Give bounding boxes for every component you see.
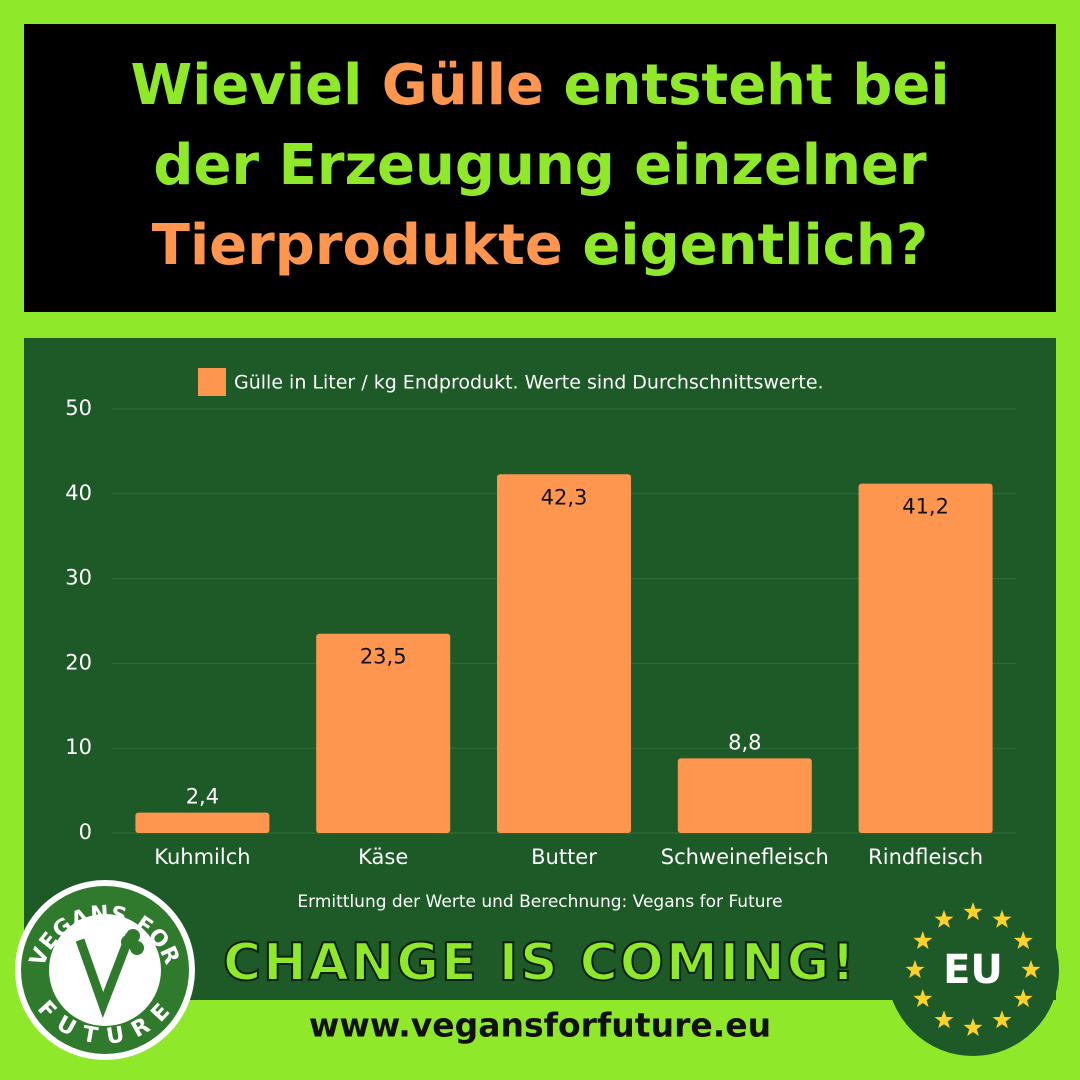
eu-star — [963, 1018, 983, 1037]
title-part: Gülle — [381, 53, 544, 118]
eu-star — [934, 1010, 954, 1029]
value-label: 23,5 — [360, 645, 407, 669]
y-tick-label: 50 — [65, 396, 92, 420]
title-line: Wieviel Gülle entsteht bei — [24, 46, 1056, 126]
eu-star — [963, 902, 983, 921]
logo: VEGANS FOR FUTURE — [15, 880, 195, 1060]
value-label: 41,2 — [902, 495, 949, 519]
value-label: 8,8 — [728, 730, 761, 754]
legend-swatch — [198, 368, 226, 396]
eu-star — [1021, 960, 1041, 979]
y-tick-label: 20 — [65, 650, 92, 674]
logo-leaf — [126, 929, 140, 943]
value-label: 42,3 — [541, 485, 588, 509]
eu-text: EU — [943, 947, 1003, 993]
title-box: Wieviel Gülle entsteht bei der Erzeugung … — [24, 24, 1056, 312]
eu-star — [1013, 931, 1033, 950]
eu-star — [1013, 989, 1033, 1008]
bar — [316, 633, 451, 833]
title-line: der Erzeugung einzelner — [24, 126, 1056, 206]
value-label: 2,4 — [186, 785, 219, 809]
title-part: Tierprodukte — [151, 213, 563, 278]
logo-leaf — [130, 941, 144, 955]
y-tick-label: 0 — [79, 820, 92, 844]
slogan: CHANGE IS COMING! — [223, 933, 857, 993]
title-part: entsteht bei — [563, 53, 950, 118]
eu-star — [913, 931, 933, 950]
logo-v — [75, 933, 135, 1018]
x-tick-label: Kuhmilch — [154, 845, 250, 869]
bar — [858, 483, 993, 833]
title-part: Wieviel — [130, 53, 363, 118]
eu-star — [992, 1010, 1012, 1029]
eu-star — [992, 909, 1012, 928]
eu-star — [905, 960, 925, 979]
eu-star — [934, 909, 954, 928]
y-tick-label: 30 — [65, 566, 92, 590]
eu-star — [913, 989, 933, 1008]
eu-circle — [887, 884, 1059, 1056]
source-note: Ermittlung der Werte und Berechnung: Veg… — [297, 892, 782, 912]
bar — [497, 474, 631, 833]
y-tick-label: 10 — [65, 735, 92, 759]
x-tick-label: Butter — [531, 845, 597, 869]
eu-logo: EU — [887, 884, 1059, 1056]
bar — [677, 758, 812, 833]
legend-label: Gülle in Liter / kg Endprodukt. Werte si… — [234, 372, 824, 394]
x-tick-label: Rindfleisch — [868, 845, 983, 869]
website-url: www.vegansforfuture.eu — [309, 1006, 771, 1045]
title-part: eigentlich? — [582, 213, 929, 278]
title-line: Tierprodukte eigentlich? — [24, 206, 1056, 286]
title-part: der Erzeugung einzelner — [153, 133, 927, 198]
bar — [135, 812, 270, 833]
y-tick-label: 40 — [65, 481, 92, 505]
x-tick-label: Schweinefleisch — [661, 845, 829, 869]
x-tick-label: Käse — [358, 845, 408, 869]
